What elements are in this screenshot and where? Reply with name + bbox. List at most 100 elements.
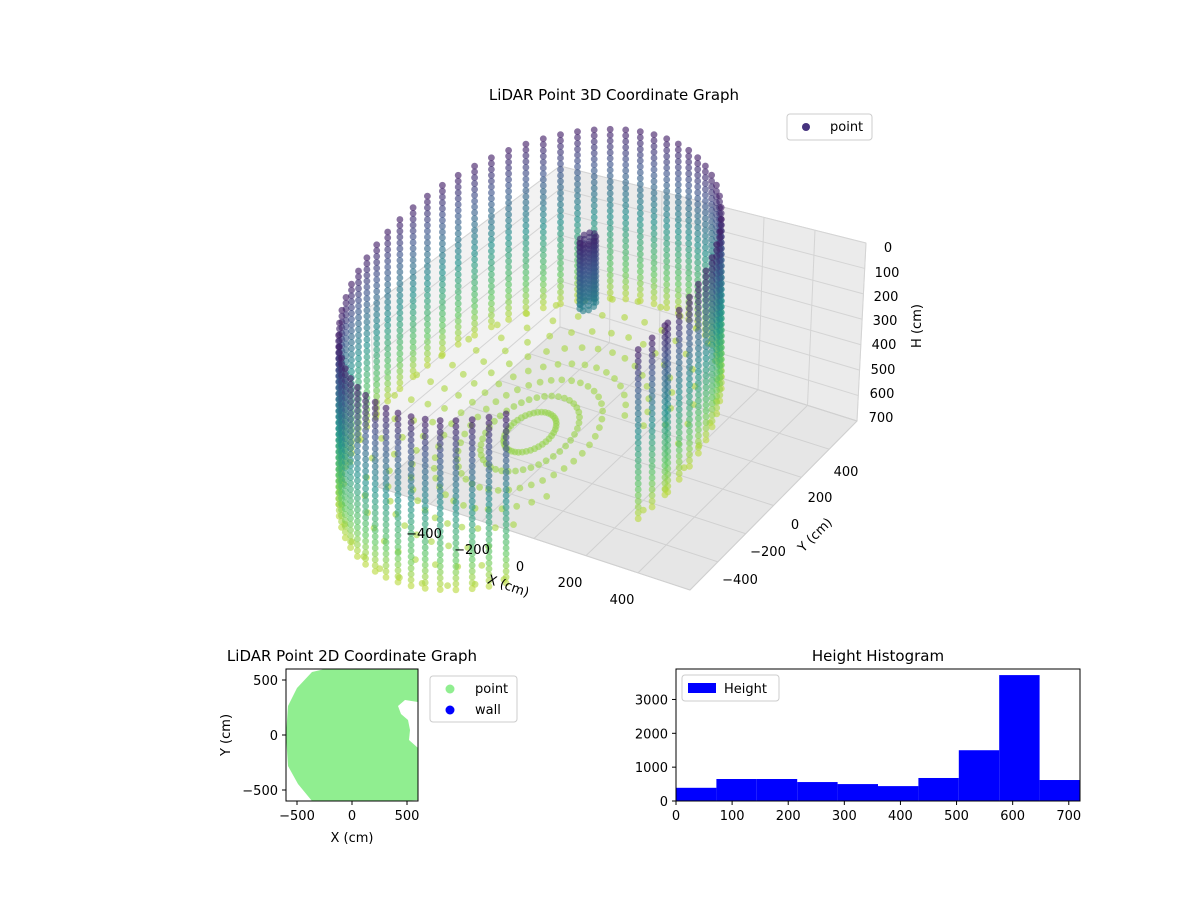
point-3d xyxy=(663,176,671,184)
point-3d xyxy=(702,261,709,269)
point-3d xyxy=(488,171,495,179)
point-3d xyxy=(439,298,446,306)
point-3d xyxy=(702,197,709,205)
point-3d xyxy=(695,304,702,311)
point-3d xyxy=(347,392,354,400)
point-3d xyxy=(535,461,542,468)
point-3d xyxy=(675,452,683,460)
point-3d xyxy=(396,227,404,235)
point-3d xyxy=(590,190,598,198)
point-3d xyxy=(373,340,381,348)
point-3d xyxy=(702,419,710,426)
point-3d xyxy=(373,311,381,319)
point-3d xyxy=(674,280,682,288)
point-3d xyxy=(347,474,354,481)
point-3d xyxy=(650,142,658,150)
point-3d xyxy=(661,427,669,435)
point-3d xyxy=(362,438,369,446)
point-3d xyxy=(455,392,462,399)
point-3d xyxy=(685,199,693,207)
point-3d xyxy=(382,416,390,424)
point-3d xyxy=(522,216,530,224)
point-3d xyxy=(471,250,478,257)
point-3d xyxy=(708,330,716,337)
point-3d xyxy=(409,332,417,340)
point-3d xyxy=(694,235,702,243)
point-3d xyxy=(424,315,431,322)
point-3d xyxy=(661,404,669,411)
point-3d xyxy=(354,535,361,543)
point-3d xyxy=(548,392,556,400)
point-3d xyxy=(622,167,630,175)
point-3d xyxy=(502,433,510,441)
point-3d xyxy=(371,398,379,406)
point-3d xyxy=(384,304,392,312)
chart-3d-title: LiDAR Point 3D Coordinate Graph xyxy=(489,86,739,104)
point-3d xyxy=(362,561,369,568)
point-3d xyxy=(502,562,510,569)
point-3d xyxy=(347,410,354,417)
point-3d xyxy=(685,275,693,282)
point-3d xyxy=(468,439,476,447)
point-3d xyxy=(575,419,583,427)
point-3d xyxy=(675,417,683,425)
point-3d xyxy=(622,237,630,245)
point-3d xyxy=(341,511,349,518)
point-3d xyxy=(362,456,369,463)
point-3d xyxy=(439,310,446,318)
point-3d xyxy=(363,336,371,343)
point-3d xyxy=(439,269,446,277)
point-3d xyxy=(675,330,683,337)
point-3d xyxy=(505,217,512,224)
point-3d xyxy=(338,306,346,314)
point-3d xyxy=(409,215,417,223)
point-3d xyxy=(452,539,460,547)
point-3d xyxy=(557,189,564,197)
point-3d xyxy=(439,339,446,347)
point-3d xyxy=(421,415,429,423)
point-3d xyxy=(436,452,444,459)
point-3d xyxy=(363,341,371,349)
point-3d xyxy=(468,427,476,435)
point-3d xyxy=(674,239,682,247)
point-3d xyxy=(436,440,444,448)
point-3d xyxy=(354,541,361,549)
point-3d xyxy=(661,386,669,394)
point-3d xyxy=(439,199,446,207)
point-3d xyxy=(695,339,702,346)
point-3d xyxy=(502,480,510,488)
point-3d xyxy=(694,253,702,261)
point-3d xyxy=(694,265,702,272)
point-3d xyxy=(675,376,683,384)
point-3d xyxy=(648,422,656,429)
point-3d xyxy=(407,529,415,537)
point-3d xyxy=(439,321,446,329)
point-3d xyxy=(505,158,512,166)
point-3d xyxy=(436,475,444,483)
point-3d xyxy=(622,179,630,186)
point-3d xyxy=(557,166,564,174)
point-3d xyxy=(454,323,462,331)
point-3d xyxy=(454,247,462,255)
point-3d xyxy=(341,435,349,443)
point-3d xyxy=(694,177,702,185)
point-3d xyxy=(502,422,510,429)
point-3d xyxy=(413,531,421,539)
grid-line xyxy=(757,217,765,390)
point-3d xyxy=(694,200,702,208)
point-3d xyxy=(488,317,495,325)
point-3d xyxy=(347,485,354,493)
point-3d xyxy=(396,262,404,270)
point-3d xyxy=(674,210,682,218)
point-3d xyxy=(661,450,669,458)
point-3d xyxy=(488,253,495,261)
chart-2d: LiDAR Point 2D Coordinate Graph −500 0 5… xyxy=(219,647,518,846)
point-3d xyxy=(396,280,404,288)
point-3d xyxy=(702,238,709,246)
point-3d xyxy=(571,431,578,438)
point-3d xyxy=(355,308,362,316)
point-3d xyxy=(407,454,415,461)
point-3d xyxy=(634,363,642,371)
point-3d xyxy=(502,457,510,464)
x-tick-3d: 400 xyxy=(610,593,635,608)
